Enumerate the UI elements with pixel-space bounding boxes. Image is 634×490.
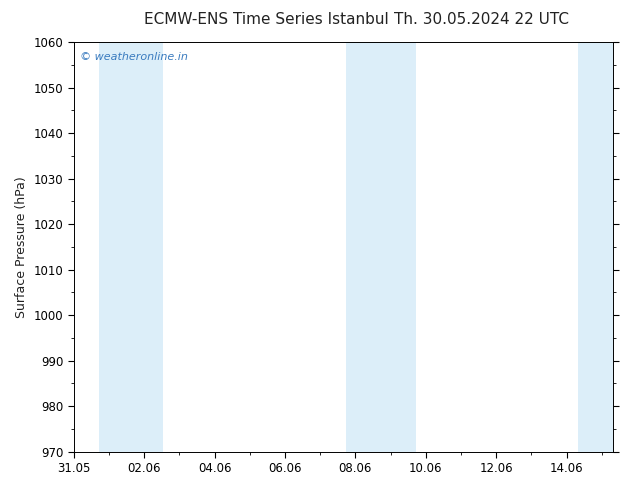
Text: Th. 30.05.2024 22 UTC: Th. 30.05.2024 22 UTC [394,12,569,27]
Text: © weatheronline.in: © weatheronline.in [80,52,188,62]
Bar [578,42,614,452]
Bar [374,42,417,452]
Bar [100,42,120,452]
Text: ECMW-ENS Time Series Istanbul: ECMW-ENS Time Series Istanbul [144,12,389,27]
Bar [346,42,374,452]
Bar [120,42,163,452]
Y-axis label: Surface Pressure (hPa): Surface Pressure (hPa) [15,176,28,318]
